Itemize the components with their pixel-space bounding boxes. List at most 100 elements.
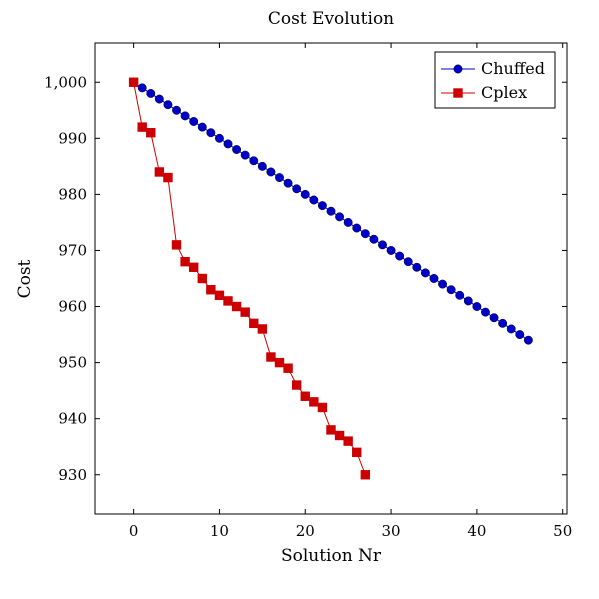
- data-point-chuffed: [172, 105, 181, 115]
- data-point-chuffed: [232, 145, 242, 154]
- chart-title: Cost Evolution: [268, 9, 394, 29]
- data-point-chuffed: [438, 279, 448, 289]
- y-tick-label: 990: [58, 129, 87, 147]
- data-point-chuffed: [309, 195, 319, 205]
- data-point-cplex: [223, 296, 233, 306]
- data-point-chuffed: [163, 100, 173, 110]
- data-point-chuffed: [197, 122, 207, 132]
- x-tick-label: 0: [129, 522, 139, 540]
- data-point-cplex: [214, 290, 225, 301]
- data-point-chuffed: [257, 161, 267, 171]
- legend: Chuffed Cplex: [434, 51, 556, 109]
- data-point-cplex: [309, 397, 319, 407]
- legend-marker-cplex: [453, 88, 463, 98]
- data-point-chuffed: [266, 167, 276, 177]
- data-point-chuffed: [360, 229, 370, 239]
- data-point-cplex: [163, 172, 173, 183]
- y-tick-label: 980: [58, 185, 87, 203]
- data-point-cplex: [180, 256, 190, 267]
- data-point-cplex: [291, 380, 302, 390]
- data-point-cplex: [146, 128, 156, 138]
- x-axis-title: Solution Nr: [281, 546, 382, 566]
- data-point-chuffed: [463, 296, 473, 306]
- y-axis-ticks: 930 940 950 960 970 980 990 1,000: [44, 73, 567, 484]
- data-point-chuffed: [343, 217, 353, 227]
- legend-label-chuffed: Chuffed: [481, 59, 545, 78]
- data-point-chuffed: [515, 330, 525, 340]
- series-cplex: [128, 77, 371, 480]
- data-point-chuffed: [240, 150, 250, 160]
- y-tick-label: 970: [58, 241, 87, 259]
- data-point-cplex: [283, 363, 293, 373]
- data-point-chuffed: [137, 83, 147, 93]
- legend-label-cplex: Cplex: [481, 83, 527, 102]
- data-point-chuffed: [489, 313, 499, 323]
- data-point-cplex: [154, 167, 165, 177]
- data-point-cplex: [352, 447, 362, 458]
- data-point-cplex: [266, 352, 276, 362]
- data-point-cplex: [343, 436, 353, 446]
- data-point-cplex: [274, 357, 285, 368]
- data-point-cplex: [188, 262, 199, 272]
- data-point-chuffed: [223, 139, 233, 149]
- data-point-chuffed: [429, 274, 439, 283]
- data-point-chuffed: [154, 94, 164, 104]
- data-point-chuffed: [506, 324, 516, 334]
- data-point-cplex: [300, 391, 310, 401]
- y-tick-label: 950: [58, 354, 87, 372]
- data-point-chuffed: [214, 133, 224, 143]
- series-chuffed: [129, 77, 533, 345]
- data-point-chuffed: [189, 117, 199, 126]
- data-point-cplex: [334, 430, 345, 441]
- data-point-chuffed: [369, 234, 379, 244]
- data-point-chuffed: [472, 302, 482, 311]
- data-point-chuffed: [283, 178, 293, 188]
- y-axis-title: Cost: [15, 259, 35, 298]
- data-point-chuffed: [412, 262, 422, 272]
- data-point-cplex: [326, 425, 336, 435]
- data-point-chuffed: [326, 206, 336, 216]
- x-axis-ticks: 0 10 20 30 40 50: [129, 43, 572, 540]
- data-point-chuffed: [352, 223, 362, 233]
- data-point-chuffed: [378, 240, 387, 250]
- y-tick-label: 930: [58, 466, 87, 484]
- series-line-cplex: [133, 82, 366, 475]
- data-point-chuffed: [317, 201, 327, 211]
- data-point-chuffed: [335, 212, 345, 222]
- x-tick-label: 20: [296, 522, 315, 540]
- data-point-chuffed: [292, 184, 302, 194]
- data-point-chuffed: [180, 111, 190, 121]
- data-point-chuffed: [446, 285, 456, 295]
- x-tick-label: 10: [210, 522, 229, 540]
- plot-frame: [94, 42, 568, 515]
- data-point-cplex: [128, 77, 139, 87]
- data-point-chuffed: [455, 290, 465, 300]
- data-point-chuffed: [300, 189, 310, 199]
- data-point-chuffed: [498, 318, 508, 328]
- x-tick-label: 40: [467, 522, 486, 540]
- data-point-cplex: [197, 273, 207, 284]
- series-layer: [128, 77, 533, 480]
- data-point-chuffed: [249, 156, 259, 166]
- data-point-chuffed: [206, 128, 216, 138]
- y-tick-label: 1,000: [44, 73, 87, 91]
- data-point-cplex: [360, 470, 371, 480]
- data-point-chuffed: [146, 89, 156, 98]
- data-point-cplex: [206, 285, 216, 295]
- data-point-cplex: [137, 122, 147, 132]
- data-point-chuffed: [420, 268, 430, 278]
- y-tick-label: 940: [58, 410, 87, 428]
- data-point-chuffed: [403, 257, 413, 267]
- data-point-chuffed: [523, 335, 533, 345]
- data-point-chuffed: [275, 173, 284, 183]
- legend-box: [434, 51, 556, 109]
- data-point-chuffed: [386, 246, 396, 255]
- data-point-cplex: [257, 324, 268, 334]
- data-point-chuffed: [395, 251, 405, 261]
- legend-marker-chuffed: [453, 64, 463, 74]
- x-tick-label: 30: [382, 522, 401, 540]
- data-point-cplex: [231, 301, 242, 312]
- data-point-cplex: [317, 402, 328, 413]
- data-point-cplex: [249, 318, 259, 329]
